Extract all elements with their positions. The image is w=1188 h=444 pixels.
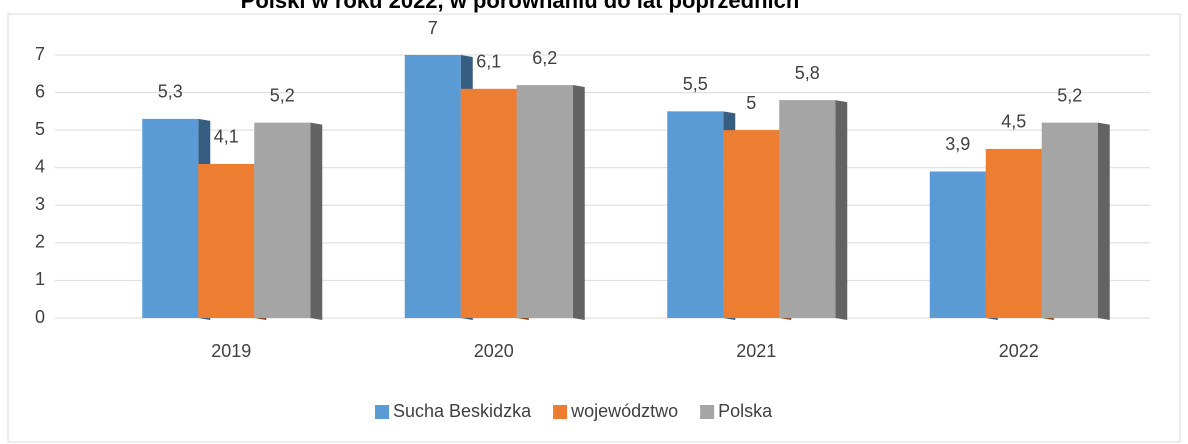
data-label: 4,5 <box>1001 112 1026 132</box>
bar <box>667 111 724 318</box>
data-label: 5,8 <box>795 63 820 83</box>
legend-swatch <box>375 405 389 419</box>
chart-title: Polski w roku 2022, w porównaniu do lat … <box>241 0 800 13</box>
data-label: 6,1 <box>476 52 501 72</box>
bar <box>985 148 1042 318</box>
bar <box>779 100 836 318</box>
bar-side <box>1097 122 1110 320</box>
bar <box>198 163 255 318</box>
bar-side <box>572 85 585 320</box>
data-label: 7 <box>428 18 438 38</box>
x-tick-label: 2022 <box>999 341 1039 361</box>
bar <box>254 122 311 318</box>
legend-label: Sucha Beskidzka <box>393 401 532 421</box>
y-tick-label: 7 <box>35 44 45 64</box>
y-tick-label: 0 <box>35 307 45 327</box>
data-label: 5 <box>746 93 756 113</box>
bar <box>929 171 986 318</box>
bar-side <box>310 122 323 320</box>
data-label: 5,3 <box>158 82 183 102</box>
bar-side <box>835 100 848 320</box>
bar <box>516 85 573 318</box>
legend-label: województwo <box>570 401 678 421</box>
bar <box>1041 122 1098 318</box>
data-label: 5,2 <box>270 85 295 105</box>
bar <box>142 118 199 318</box>
y-tick-label: 5 <box>35 119 45 139</box>
data-label: 5,5 <box>683 74 708 94</box>
legend-swatch <box>700 405 715 419</box>
data-label: 6,2 <box>532 48 557 68</box>
data-label: 3,9 <box>945 134 970 154</box>
bar <box>460 88 517 318</box>
data-label: 4,1 <box>214 127 239 147</box>
x-tick-label: 2019 <box>211 341 251 361</box>
legend-swatch <box>553 405 568 419</box>
bar <box>723 130 780 318</box>
x-tick-label: 2020 <box>474 341 514 361</box>
y-tick-label: 6 <box>35 81 45 101</box>
y-tick-label: 1 <box>35 269 45 289</box>
bar <box>404 55 461 318</box>
y-tick-label: 3 <box>35 194 45 214</box>
y-tick-label: 2 <box>35 232 45 252</box>
y-tick-label: 4 <box>35 156 45 176</box>
data-label: 5,2 <box>1057 85 1082 105</box>
x-tick-label: 2021 <box>736 341 776 361</box>
legend-label: Polska <box>718 401 773 421</box>
